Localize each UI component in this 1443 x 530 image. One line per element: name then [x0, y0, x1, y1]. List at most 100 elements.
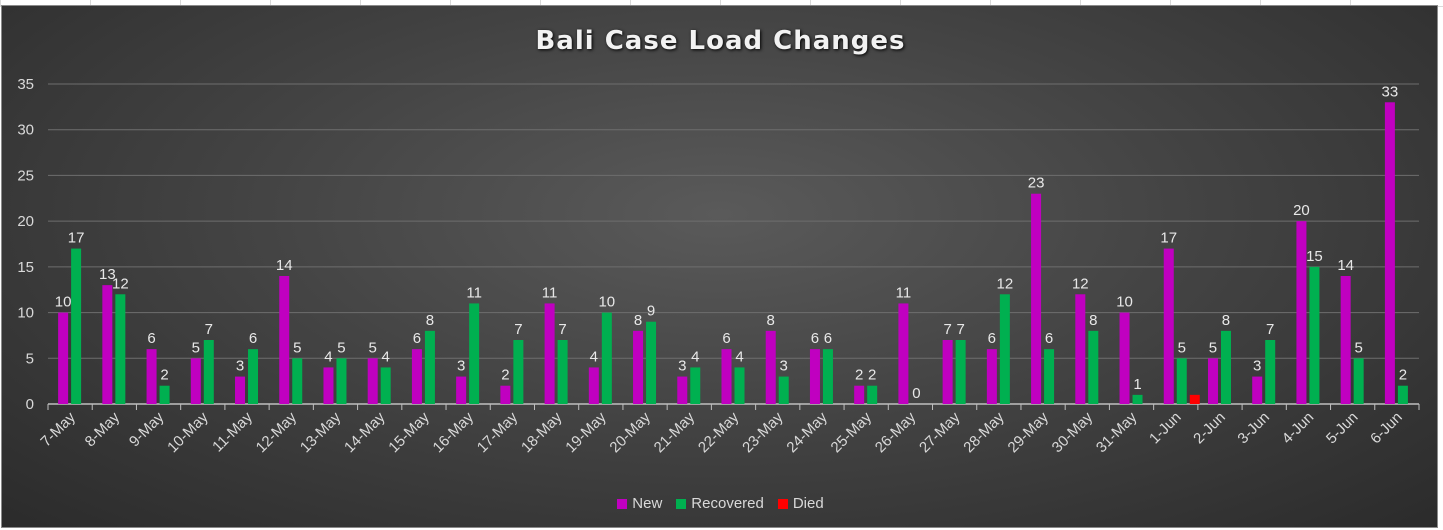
data-label-new: 17 [1160, 230, 1177, 247]
bar-recovered [955, 340, 966, 404]
data-label-recovered: 5 [1178, 339, 1186, 356]
bar-new [102, 285, 113, 404]
y-tick-label: 5 [26, 350, 34, 367]
sheet-column-line [1350, 0, 1351, 6]
bar-new [942, 340, 953, 404]
bar-new [500, 385, 511, 404]
data-label-recovered: 7 [514, 321, 522, 338]
x-tick-label: 9-May [126, 408, 168, 450]
bar-recovered [601, 312, 612, 404]
y-tick-label: 25 [17, 167, 34, 184]
x-tick-label: 7-May [37, 408, 79, 450]
chart-legend: New Recovered Died [2, 495, 1439, 512]
chart-area[interactable]: Bali Case Load Changes 0 5 10 15 20 25 30 35 7-M… [1, 5, 1438, 528]
data-label-new: 10 [55, 294, 72, 311]
bar-recovered [469, 303, 480, 404]
bar-recovered [1353, 358, 1364, 404]
bar-new [58, 312, 69, 404]
sheet-column-line [1080, 0, 1081, 6]
data-label-recovered: 2 [160, 367, 168, 384]
bar-new [1296, 221, 1307, 404]
bar-recovered [557, 340, 568, 404]
sheet-column-line [990, 0, 991, 6]
bar-new [190, 358, 201, 404]
bar-recovered [248, 349, 259, 404]
x-tick-label: 17-May [474, 408, 522, 456]
x-tick-label: 14-May [341, 408, 389, 456]
bar-recovered [1132, 394, 1143, 404]
bar-recovered [292, 358, 303, 404]
y-tick-label: 30 [17, 122, 34, 139]
data-label-recovered: 3 [780, 358, 788, 375]
legend-item-recovered: Recovered [676, 495, 764, 512]
data-label-new: 6 [147, 330, 155, 347]
legend-label: New [632, 495, 663, 512]
bar-new [146, 349, 157, 404]
data-label-recovered: 6 [1045, 330, 1053, 347]
bar-recovered [115, 294, 126, 404]
data-label-new: 8 [634, 312, 642, 329]
data-label-new: 5 [1209, 339, 1217, 356]
data-label-recovered: 2 [868, 367, 876, 384]
sheet-column-line [900, 0, 901, 6]
x-tick-label: 16-May [430, 408, 478, 456]
data-label-recovered: 4 [691, 348, 699, 365]
data-label-recovered: 8 [426, 312, 434, 329]
data-label-new: 3 [1253, 358, 1261, 375]
x-tick-label: 21-May [651, 408, 699, 456]
x-tick-label: 13-May [297, 408, 345, 456]
bar-recovered [1088, 330, 1099, 404]
data-label-new: 2 [855, 367, 863, 384]
bar-new [1075, 294, 1086, 404]
bar-new [986, 349, 997, 404]
data-label-new: 4 [324, 348, 332, 365]
bar-new [1031, 193, 1042, 404]
x-tick-label: 4-Jun [1279, 409, 1318, 448]
legend-swatch [777, 498, 788, 509]
x-tick-label: 29-May [1005, 408, 1053, 456]
data-label-new: 3 [457, 358, 465, 375]
data-label-recovered: 6 [824, 330, 832, 347]
x-tick-label: 3-Jun [1234, 409, 1273, 448]
bar-new [279, 276, 290, 404]
bar-new [367, 358, 378, 404]
data-label-recovered: 8 [1089, 312, 1097, 329]
bar-new [633, 330, 644, 404]
bar-new [1207, 358, 1218, 404]
x-tick-label: 6-Jun [1367, 409, 1406, 448]
x-tick-label: 27-May [916, 408, 964, 456]
sheet-column-line [810, 0, 811, 6]
bar-new [677, 376, 688, 404]
sheet-column-line [270, 0, 271, 6]
bar-new [898, 303, 909, 404]
data-label-new: 2 [501, 367, 509, 384]
y-tick-label: 10 [17, 305, 34, 322]
sheet-column-line [90, 0, 91, 6]
data-label-recovered: 5 [293, 339, 301, 356]
y-tick-label: 15 [17, 259, 34, 276]
bar-recovered [646, 321, 657, 404]
bar-recovered [734, 367, 745, 404]
x-tick-label: 31-May [1093, 408, 1141, 456]
data-label-new: 10 [1116, 294, 1133, 311]
sheet-column-line [720, 0, 721, 6]
data-label-recovered: 5 [337, 339, 345, 356]
x-tick-label: 30-May [1049, 408, 1097, 456]
x-tick-label: 26-May [872, 408, 920, 456]
data-label-recovered: 9 [647, 303, 655, 320]
bar-recovered [778, 376, 789, 404]
bar-recovered [999, 294, 1010, 404]
data-label-new: 23 [1028, 175, 1045, 192]
data-label-new: 5 [369, 339, 377, 356]
sheet-column-line [1170, 0, 1171, 6]
sheet-column-line [450, 0, 451, 6]
data-label-recovered: 4 [382, 348, 390, 365]
bar-recovered [822, 349, 833, 404]
bar-recovered [380, 367, 391, 404]
y-tick-label: 35 [17, 76, 34, 93]
x-tick-label: 20-May [606, 408, 654, 456]
data-label-recovered: 8 [1222, 312, 1230, 329]
bar-died [1189, 394, 1200, 404]
data-label-recovered: 2 [1399, 367, 1407, 384]
bar-new [1163, 248, 1174, 404]
